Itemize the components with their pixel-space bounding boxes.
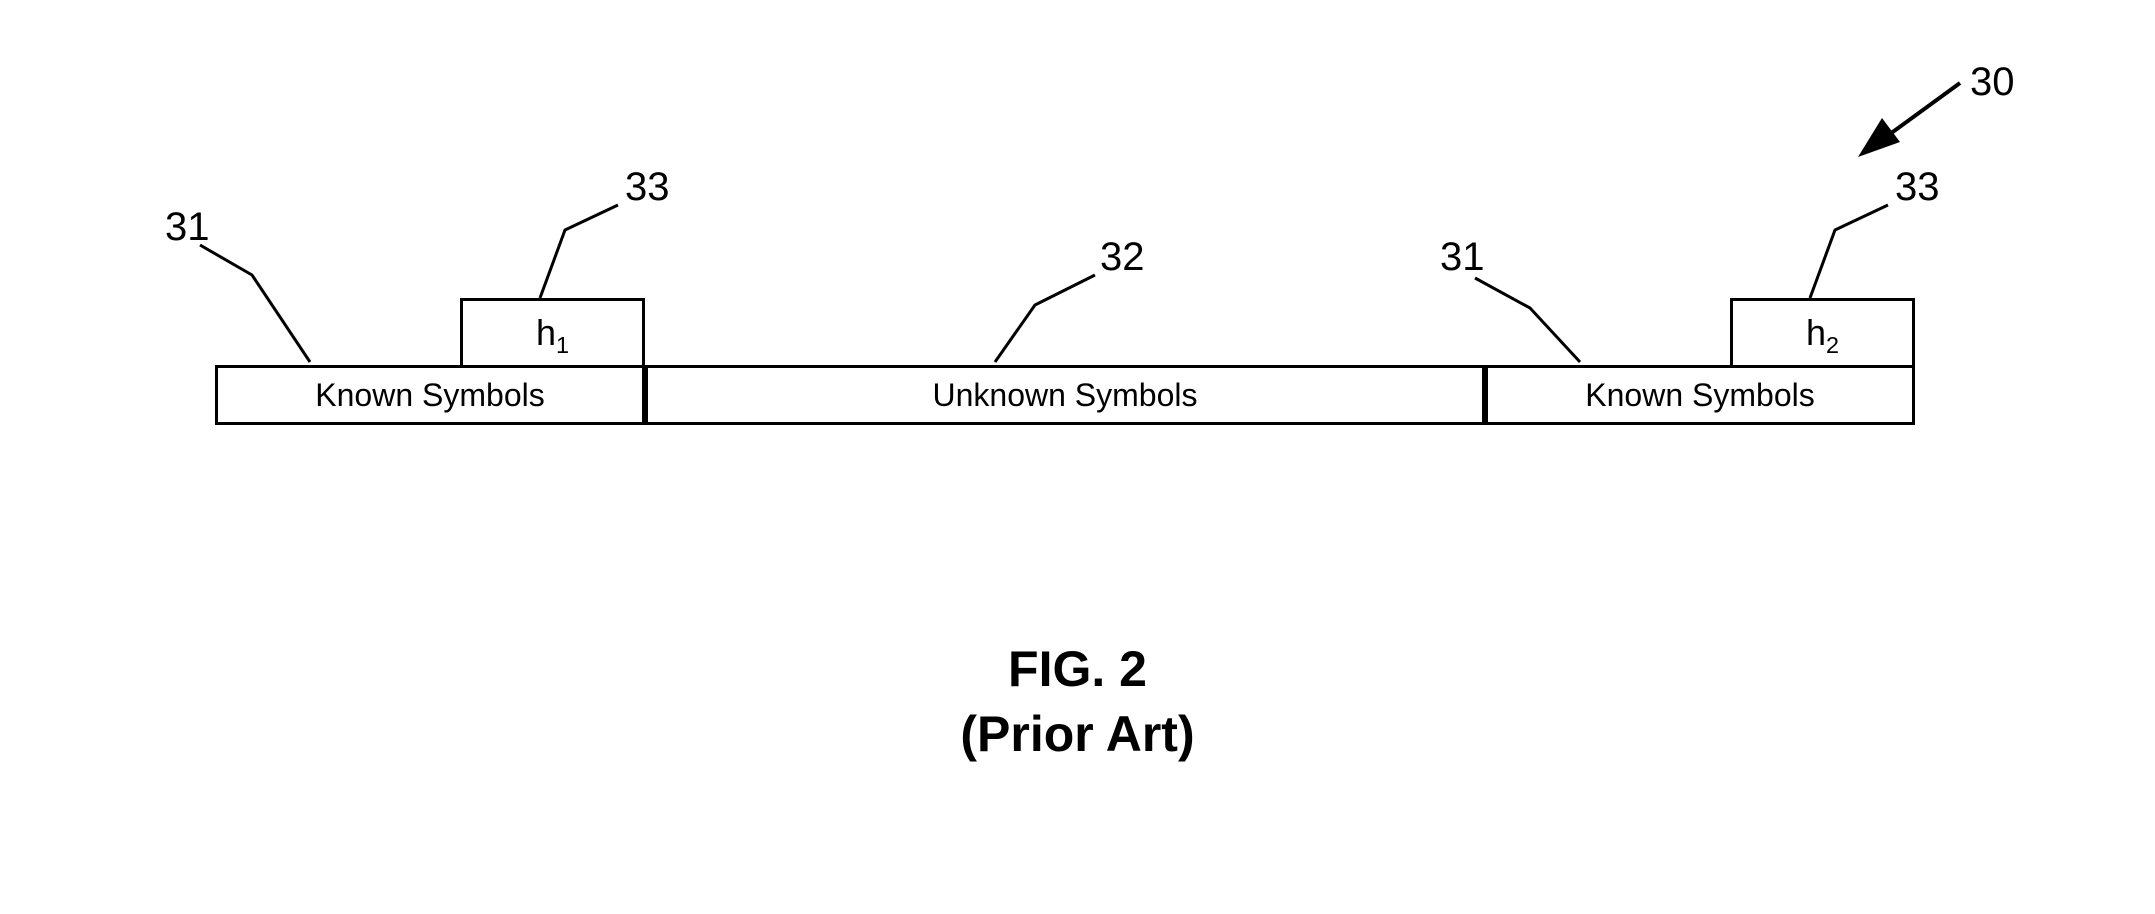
ref-33-left: 33 bbox=[625, 165, 670, 210]
segment-known-left: Known Symbols bbox=[215, 365, 645, 425]
h2-label: h2 bbox=[1806, 312, 1839, 354]
segment-unknown-label: Unknown Symbols bbox=[933, 377, 1198, 414]
figure-caption-line1: FIG. 2 bbox=[0, 640, 2155, 698]
ref-30: 30 bbox=[1970, 60, 2015, 105]
figure-caption-line2: (Prior Art) bbox=[0, 705, 2155, 763]
h1-label: h1 bbox=[536, 312, 569, 354]
channel-box-h1: h1 bbox=[460, 298, 645, 368]
figure-stage: { "canvas": { "width": 2155, "height": 9… bbox=[0, 0, 2155, 914]
channel-box-h2: h2 bbox=[1730, 298, 1915, 368]
leader-overlay bbox=[0, 0, 2155, 914]
segment-known-left-label: Known Symbols bbox=[315, 377, 544, 414]
ref-31-right: 31 bbox=[1440, 235, 1485, 280]
segment-unknown: Unknown Symbols bbox=[645, 365, 1485, 425]
segment-known-right-label: Known Symbols bbox=[1585, 377, 1814, 414]
ref-32: 32 bbox=[1100, 235, 1145, 280]
ref-31-left: 31 bbox=[165, 205, 210, 250]
segment-known-right: Known Symbols bbox=[1485, 365, 1915, 425]
ref-33-right: 33 bbox=[1895, 165, 1940, 210]
